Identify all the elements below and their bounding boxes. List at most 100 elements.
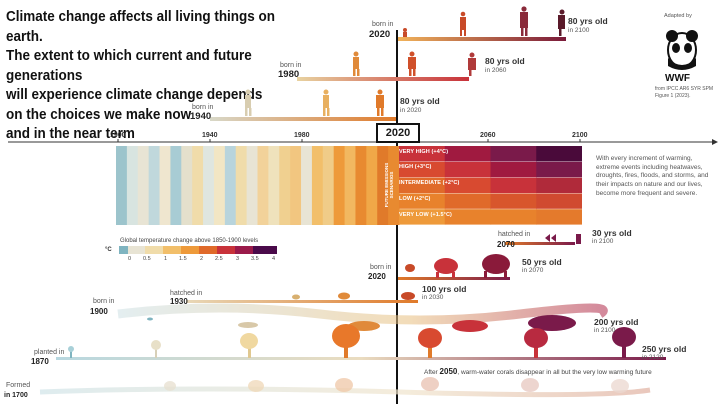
born-label: hatched in — [170, 290, 203, 297]
headline-line: Climate change affects all living things… — [6, 9, 276, 45]
born-year: 1980 — [278, 69, 300, 80]
historical-stripe — [213, 146, 226, 225]
born-year: 1930 — [170, 297, 188, 306]
historical-stripe — [246, 146, 259, 225]
historical-stripe — [137, 146, 150, 225]
born-label: born in — [192, 104, 214, 111]
historical-stripe — [224, 146, 237, 225]
scenario-stripe — [536, 177, 582, 193]
age-year: in 2100 — [568, 27, 590, 34]
age-label: 100 yrs old — [422, 284, 467, 294]
legend-tick: 2 — [200, 256, 204, 262]
born-label: hatched in — [498, 231, 531, 238]
historical-stripe — [203, 146, 215, 225]
scenario-stripe — [444, 161, 492, 178]
scenario-stripe — [399, 209, 446, 225]
scenario-intermediate: INTERMEDIATE (+2°C) — [399, 180, 460, 186]
headline-line: on the choices we make now — [6, 106, 192, 123]
generations-steps — [210, 6, 566, 121]
historical-stripe — [311, 146, 324, 225]
historical-stripe — [322, 146, 335, 225]
headline: Climate change affects all living things… — [6, 8, 313, 145]
scenario-side-label: FUTURE EMISSIONS SCENARIOS — [384, 162, 394, 208]
born-label: born in — [280, 62, 302, 69]
historical-stripe — [192, 146, 204, 225]
historical-stripe — [301, 146, 313, 225]
born-label: planted in — [34, 349, 65, 356]
age-year: in 2120 — [642, 354, 664, 361]
age-year: in 2030 — [422, 294, 444, 301]
age-label: 50 yrs old — [522, 257, 562, 267]
tick-label: 1980 — [294, 132, 310, 139]
generation-bar-1980 — [297, 77, 469, 81]
legend-tick: 0 — [128, 256, 132, 262]
historical-stripe — [235, 146, 248, 225]
temperature-legend-bar — [119, 246, 277, 254]
headline-line: will experience climate change depends — [6, 87, 263, 103]
scenario-stripe — [536, 209, 582, 225]
timeline-axis — [8, 139, 718, 145]
tick-label: 1900 — [110, 132, 126, 139]
age-year: in 2060 — [485, 67, 507, 74]
coral-note-year: 2050 — [439, 367, 458, 376]
scenario-stripe — [490, 146, 537, 162]
historical-stripe — [366, 146, 378, 225]
born-year: 2020 — [369, 29, 391, 40]
born-year: 2020 — [368, 272, 386, 281]
historical-stripe — [257, 146, 269, 225]
born-year: 2070 — [497, 240, 515, 249]
born-year: 1940 — [190, 111, 212, 122]
age-label: 80 yrs old — [400, 96, 440, 106]
coral-note-prefix: After — [424, 369, 438, 376]
adapted-by-label: Adapted by — [664, 13, 692, 19]
scenario-stripe — [399, 161, 446, 178]
legend-tick: 3 — [236, 256, 240, 262]
legend-tick: 0.5 — [143, 256, 151, 262]
born-label: born in — [93, 298, 115, 305]
historical-stripe — [377, 146, 389, 225]
age-year: in 2100 — [594, 327, 616, 334]
legend-tick: 2.5 — [215, 256, 223, 262]
historical-stripe — [170, 146, 182, 225]
age-label: 80 yrs old — [568, 16, 608, 26]
age-year: in 2070 — [522, 267, 544, 274]
age-year: in 2100 — [592, 238, 614, 245]
scenario-very-high: VERY HIGH (+4°C) — [399, 149, 449, 155]
scenario-stripe — [399, 193, 446, 209]
coral-note: After 2050, warm-water corals disappear … — [424, 367, 652, 376]
animal-silhouettes-icon — [147, 234, 581, 332]
historical-stripe — [126, 146, 139, 225]
born-label: born in — [370, 264, 392, 271]
tick-label: 2060 — [480, 132, 496, 139]
generation-bar-2020 — [398, 37, 566, 41]
scenario-stripe — [444, 193, 492, 209]
scenario-stripe — [536, 193, 582, 209]
age-label: 250 yrs old — [642, 344, 687, 354]
nature-lifespans — [39, 234, 666, 398]
scenario-stripe — [536, 146, 582, 162]
person-figures-icon — [245, 6, 565, 116]
warming-note: With every increment of warming, extreme… — [596, 155, 709, 197]
scenario-stripe — [444, 177, 492, 193]
born-year: 1870 — [31, 357, 49, 366]
historical-stripe — [388, 146, 400, 225]
age-label: 80 yrs old — [485, 56, 525, 66]
legend-unit: °C — [105, 247, 112, 253]
scenario-stripe — [490, 193, 537, 209]
generation-bar-1940 — [210, 117, 396, 121]
historical-stripe — [116, 146, 128, 225]
age-year: in 2020 — [400, 107, 422, 114]
tick-label: 1940 — [202, 132, 218, 139]
born-label: born in — [372, 21, 394, 28]
tick-label: 2100 — [572, 132, 588, 139]
historical-stripe — [148, 146, 161, 225]
wwf-label: WWF — [665, 73, 690, 84]
scenario-low: LOW (+2°C) — [399, 196, 431, 202]
scenario-stripe — [399, 146, 446, 162]
headline-line: and in the near term — [6, 126, 135, 142]
headline-line: The extent to which current and future g… — [6, 48, 252, 84]
legend-tick: 1.5 — [179, 256, 187, 262]
scenario-stripe — [444, 146, 492, 162]
source-credit: from IPCC AR6 SYR SPM Figure 1 (2023). — [655, 86, 714, 99]
historical-stripe — [268, 146, 280, 225]
